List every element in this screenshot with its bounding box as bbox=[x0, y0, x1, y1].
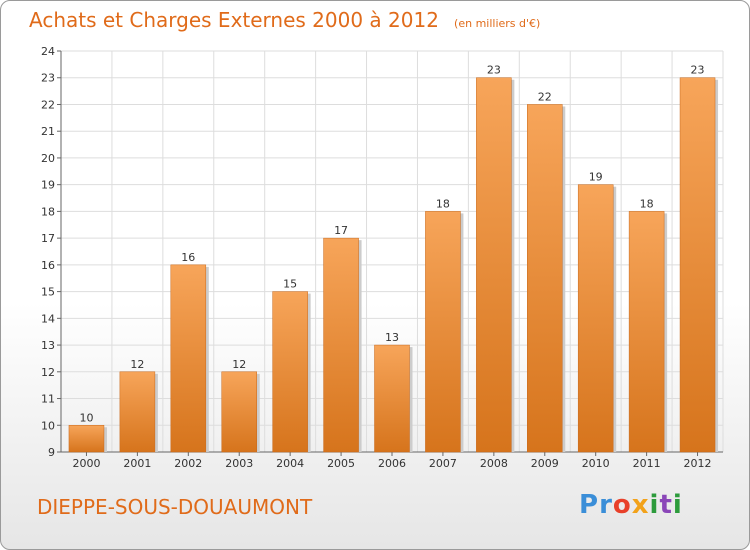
bar-2003 bbox=[221, 371, 257, 453]
bar-2009 bbox=[527, 104, 563, 453]
y-tick-label: 10 bbox=[41, 419, 55, 432]
data-label: 19 bbox=[589, 171, 603, 184]
y-tick-label: 20 bbox=[41, 152, 55, 165]
data-label: 12 bbox=[130, 358, 144, 371]
data-label: 13 bbox=[385, 331, 399, 344]
proxiti-logo[interactable]: Proxiti bbox=[579, 490, 683, 520]
bar-2012 bbox=[679, 77, 716, 453]
logo-letter: x bbox=[631, 490, 650, 520]
x-tick-label: 2010 bbox=[582, 457, 610, 470]
x-tick-label: 2002 bbox=[174, 457, 202, 470]
bar-2004 bbox=[272, 291, 308, 453]
x-tick-label: 2000 bbox=[72, 457, 100, 470]
chart-unit: (en milliers d'€) bbox=[454, 17, 541, 30]
y-tick-label: 15 bbox=[41, 286, 55, 299]
y-tick-label: 12 bbox=[41, 366, 55, 379]
x-tick-label: 2008 bbox=[480, 457, 508, 470]
x-tick-label: 2012 bbox=[684, 457, 712, 470]
data-label: 22 bbox=[538, 90, 552, 103]
y-tick-label: 16 bbox=[41, 259, 55, 272]
y-tick-label: 9 bbox=[48, 446, 55, 459]
y-tick-label: 17 bbox=[41, 232, 55, 245]
data-label: 10 bbox=[79, 411, 93, 424]
x-tick-label: 2003 bbox=[225, 457, 253, 470]
x-tick-label: 2006 bbox=[378, 457, 406, 470]
y-tick-label: 19 bbox=[41, 179, 55, 192]
y-tick-label: 23 bbox=[41, 72, 55, 85]
data-label: 15 bbox=[283, 278, 297, 291]
data-label: 12 bbox=[232, 358, 246, 371]
y-tick-label: 21 bbox=[41, 125, 55, 138]
logo-letter: t bbox=[659, 490, 673, 520]
x-tick-label: 2007 bbox=[429, 457, 457, 470]
bar-2001 bbox=[119, 371, 156, 453]
data-label: 23 bbox=[691, 64, 705, 77]
logo-letter: o bbox=[612, 490, 632, 520]
data-label: 18 bbox=[436, 197, 450, 210]
data-label: 17 bbox=[334, 224, 348, 237]
chart-title: Achats et Charges Externes 2000 à 2012 bbox=[29, 8, 439, 32]
bar-2006 bbox=[374, 344, 410, 453]
x-tick-label: 2001 bbox=[123, 457, 151, 470]
x-tick-label: 2004 bbox=[276, 457, 304, 470]
labels: 9 10 11 12 13 14 15 16 17 18 19 20 21 22 23 24 2000 10 200… bbox=[41, 45, 712, 470]
x-tick-label: 2005 bbox=[327, 457, 355, 470]
y-tick-label: 24 bbox=[41, 45, 55, 58]
bar-2011 bbox=[628, 211, 665, 453]
x-tick-label: 2011 bbox=[633, 457, 661, 470]
logo-letter: r bbox=[599, 490, 613, 520]
bar-2010 bbox=[577, 184, 614, 453]
bar-2000 bbox=[68, 425, 105, 453]
bar-2002 bbox=[170, 264, 207, 453]
data-label: 18 bbox=[640, 197, 654, 210]
bars bbox=[68, 77, 719, 453]
data-label: 16 bbox=[181, 251, 195, 264]
data-label: 23 bbox=[487, 64, 501, 77]
x-tick-label: 2009 bbox=[531, 457, 559, 470]
bar-2007 bbox=[425, 211, 461, 453]
y-tick-label: 18 bbox=[41, 205, 55, 218]
bar-2008 bbox=[476, 77, 512, 453]
chart-title-block: Achats et Charges Externes 2000 à 2012 (… bbox=[29, 8, 540, 32]
bar-2005 bbox=[323, 237, 359, 453]
y-tick-label: 14 bbox=[41, 312, 55, 325]
logo-letter: i bbox=[649, 490, 660, 520]
logo-letter: P bbox=[579, 490, 600, 520]
town-name: DIEPPE-SOUS-DOUAUMONT bbox=[37, 495, 313, 519]
y-tick-label: 22 bbox=[41, 98, 55, 111]
logo-letter: i bbox=[672, 490, 683, 520]
y-tick-label: 13 bbox=[41, 339, 55, 352]
y-tick-label: 11 bbox=[41, 393, 55, 406]
